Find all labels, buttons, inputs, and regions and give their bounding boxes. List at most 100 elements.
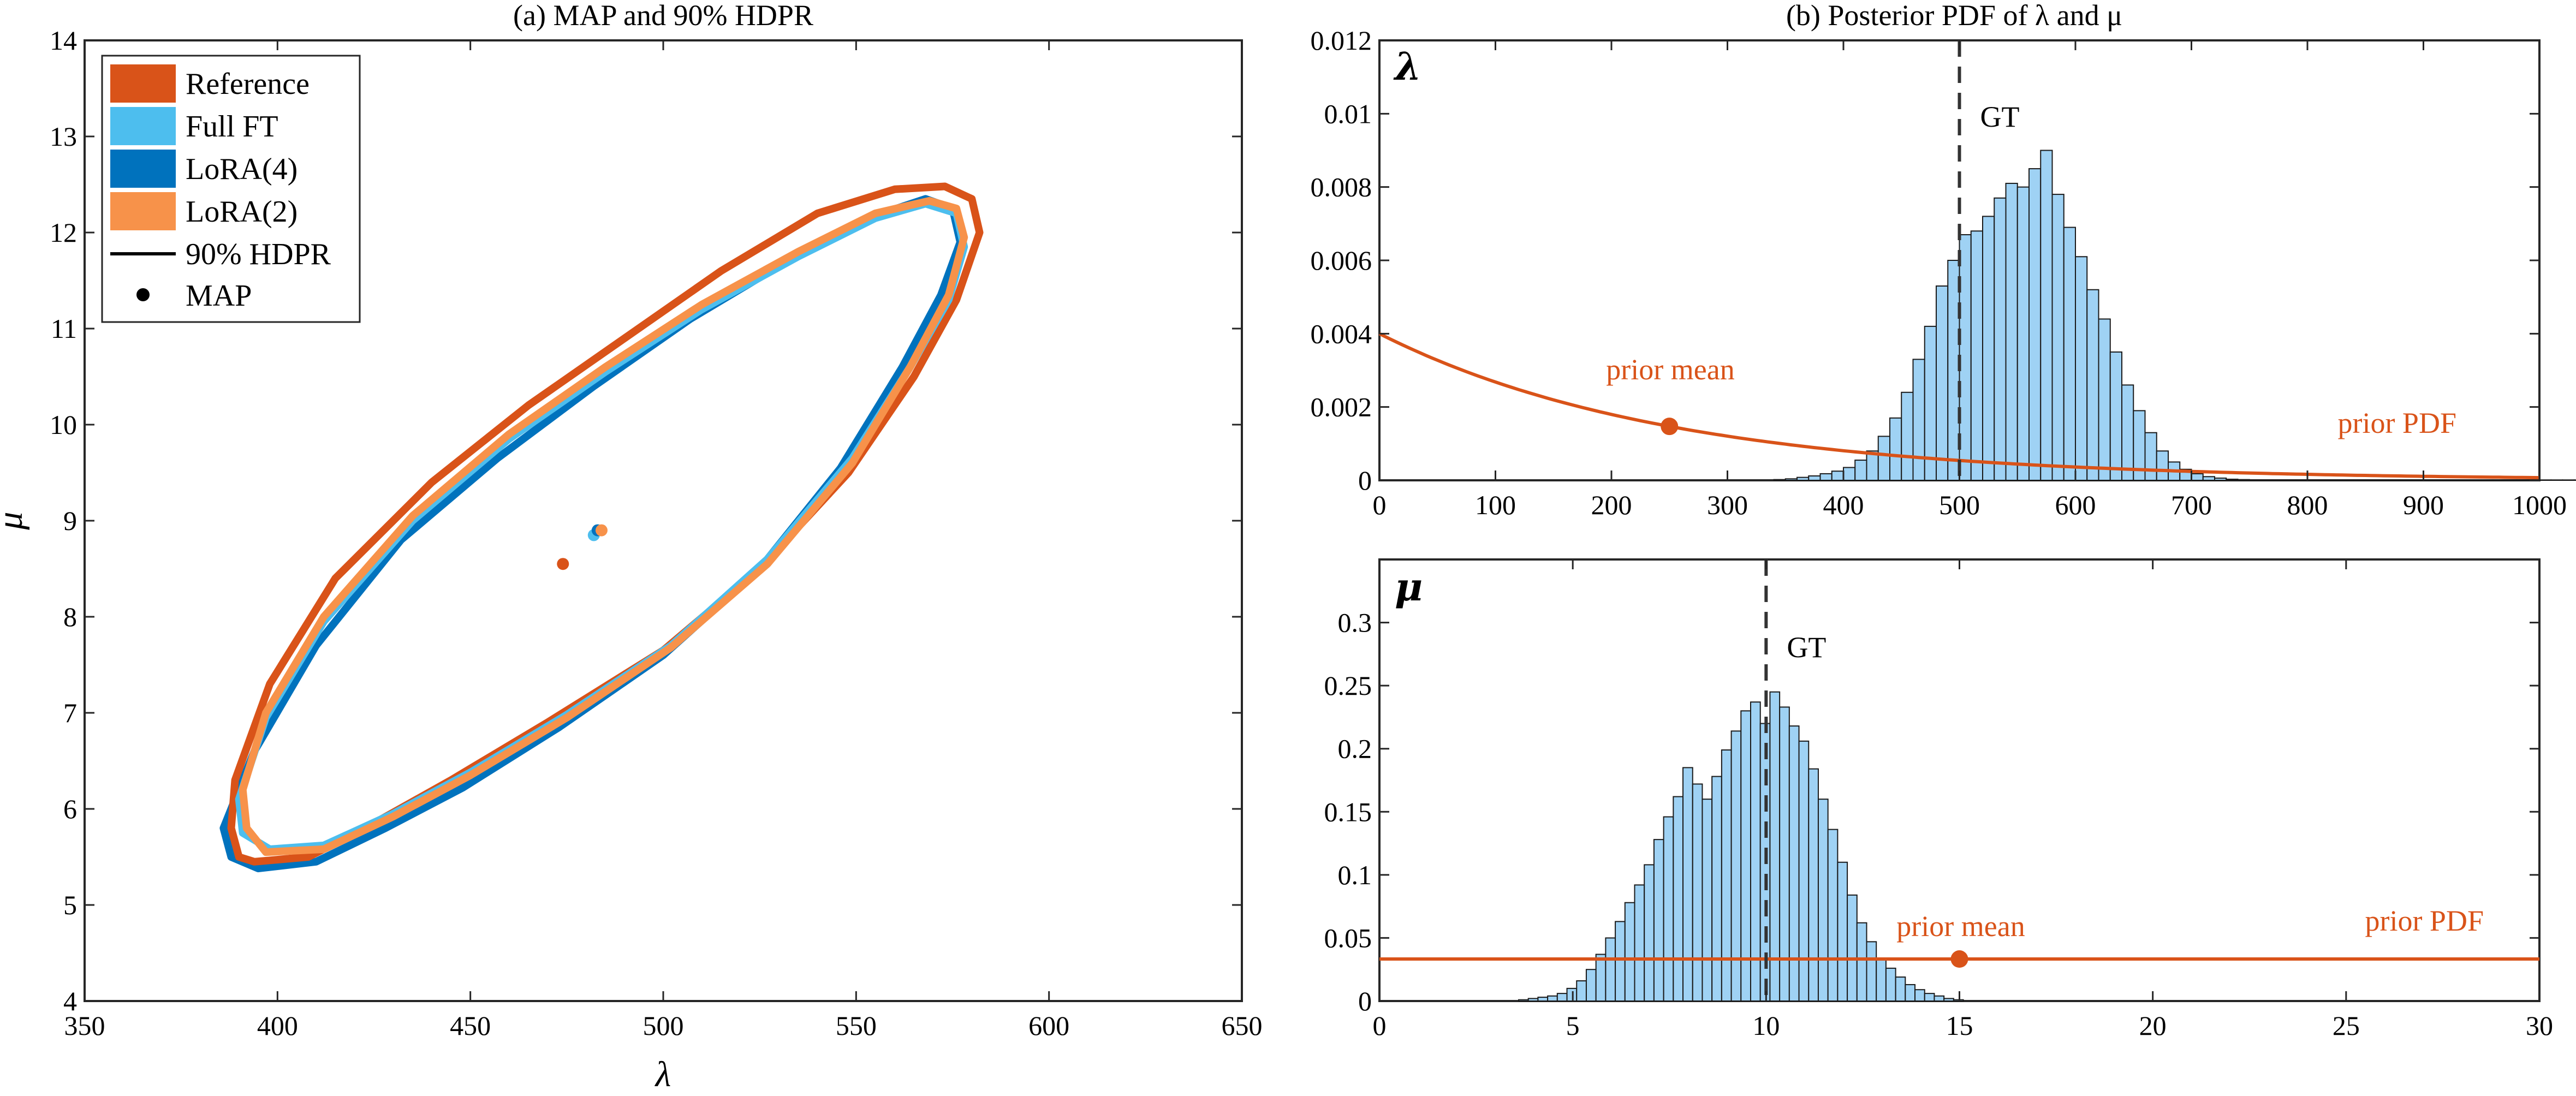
y-tick-label: 0.15: [1324, 796, 1372, 827]
panel-a-hdpr-curves: [219, 182, 984, 873]
histogram-bar: [2214, 477, 2227, 481]
map-point-lora-2-: [595, 524, 608, 537]
y-tick-label: 0.006: [1311, 245, 1372, 276]
panel-a-map-points: [557, 524, 608, 570]
histogram-bar: [1585, 969, 1597, 1002]
histogram-bar: [1576, 980, 1587, 1002]
y-tick-label: 11: [51, 313, 77, 344]
y-tick-label: 0.004: [1311, 318, 1372, 349]
y-tick-label: 5: [63, 890, 77, 920]
histogram-bar: [2156, 450, 2169, 481]
histogram-bar: [1924, 993, 1935, 1002]
y-tick-label: 7: [63, 698, 77, 728]
histogram-bar: [1934, 995, 1945, 1002]
histogram-bar: [1615, 921, 1626, 1002]
histogram-bar: [2202, 476, 2215, 481]
y-tick-label: 0.008: [1311, 172, 1372, 202]
histogram-bar: [1518, 999, 1529, 1002]
histogram-bar: [1847, 894, 1858, 1002]
lambda-histogram-bars: [1773, 150, 2576, 481]
histogram-bar: [1994, 197, 2007, 481]
histogram-bar: [1947, 260, 1960, 481]
histogram-bar: [1876, 957, 1887, 1002]
mu-prior-pdf: [1379, 950, 2539, 968]
lambda-gt-label: GT: [1980, 100, 2020, 133]
x-tick-label: 25: [2333, 1010, 2360, 1041]
histogram-bar: [1796, 476, 1810, 481]
y-tick-label: 4: [63, 986, 77, 1016]
y-tick-label: 14: [50, 25, 77, 56]
histogram-bar: [1866, 941, 1877, 1002]
panel-b-lambda-ticks: 0 100 200 300 400 500 600 700 800 900 1000 0 0.002 0.…: [1311, 25, 2567, 520]
histogram-bar: [1779, 706, 1790, 1002]
x-tick-label: 300: [1707, 490, 1748, 520]
mu-prior-mean-label: prior mean: [1896, 910, 2025, 943]
histogram-bar: [1808, 768, 1819, 1002]
histogram-bar: [1959, 234, 1972, 481]
lambda-panel-label: λ: [1393, 44, 1421, 89]
histogram-bar: [1711, 776, 1722, 1002]
histogram-bar: [1837, 861, 1848, 1002]
panel-a-ticks: 350 400 450 500 550 600 650 4 5 6 7 8 9 10 11 12 13 14: [50, 25, 1263, 1041]
x-tick-label: 900: [2403, 490, 2444, 520]
mu-histogram-bars: [1518, 691, 1964, 1002]
histogram-bar: [2005, 182, 2018, 481]
legend-label-lora2: LoRA(2): [186, 195, 298, 229]
x-tick-label: 450: [450, 1010, 491, 1041]
y-tick-label: 0.3: [1338, 607, 1372, 638]
x-tick-label: 600: [1028, 1010, 1069, 1041]
prior-mean-marker: [1661, 418, 1679, 436]
panel-b-mu-ticks: 0 5 10 15 20 25 30 0 0.05 0.1 0.15 0.2 0.25 0.3: [1324, 559, 2553, 1041]
y-tick-label: 12: [50, 217, 77, 248]
histogram-bar: [1673, 796, 1684, 1002]
histogram-bar: [2086, 289, 2099, 481]
x-tick-label: 800: [2287, 490, 2328, 520]
mu-gt-label: GT: [1787, 631, 1826, 664]
panel-a-title: (a) MAP and 90% HDPR: [513, 0, 813, 32]
y-tick-label: 9: [63, 505, 77, 536]
panel-a-ylabel: μ: [0, 511, 30, 530]
histogram-bar: [1856, 922, 1867, 1002]
histogram-bar: [1798, 740, 1810, 1002]
x-tick-label: 20: [2139, 1010, 2167, 1041]
histogram-bar: [1537, 997, 1549, 1002]
histogram-bar: [1784, 478, 1798, 481]
panel-b-lambda-histogram: (b) Posterior PDF of λ and μ 0 100 200 300 4…: [1311, 0, 2576, 520]
x-tick-label: 100: [1475, 490, 1516, 520]
x-tick-label: 200: [1591, 490, 1632, 520]
lambda-prior-mean-label: prior mean: [1606, 353, 1734, 386]
histogram-bar: [1877, 436, 1890, 481]
histogram-bar: [2063, 227, 2076, 481]
y-tick-label: 10: [50, 409, 77, 440]
histogram-bar: [1556, 993, 1568, 1002]
histogram-bar: [1605, 937, 1616, 1002]
histogram-bar: [2121, 384, 2134, 481]
histogram-bar: [1808, 475, 1821, 481]
legend-swatch-full-ft: [110, 107, 176, 145]
histogram-bar: [1702, 799, 1713, 1002]
histogram-bar: [2098, 318, 2111, 481]
y-tick-label: 0: [1358, 465, 1372, 496]
panel-b-title: (b) Posterior PDF of λ and μ: [1786, 0, 2122, 32]
x-tick-label: 600: [2055, 490, 2096, 520]
histogram-bar: [2040, 150, 2053, 481]
hdpr-contour-lora-2-: [239, 196, 968, 856]
histogram-bar: [2109, 351, 2122, 481]
y-tick-label: 6: [63, 794, 77, 824]
histogram-bar: [2191, 473, 2204, 481]
legend-swatch-lora4: [110, 150, 176, 188]
histogram-bar: [1970, 230, 1983, 481]
histogram-bar: [1936, 285, 1949, 481]
histogram-bar: [2226, 478, 2239, 481]
histogram-bar: [1721, 749, 1732, 1002]
histogram-bar: [1595, 954, 1607, 1002]
x-tick-label: 550: [836, 1010, 877, 1041]
histogram-bar: [2075, 256, 2088, 481]
legend-swatch-reference: [110, 64, 176, 103]
histogram-bar: [1827, 829, 1839, 1002]
histogram-bar: [1914, 989, 1925, 1002]
histogram-bar: [1895, 976, 1906, 1002]
histogram-bar: [1663, 816, 1674, 1002]
